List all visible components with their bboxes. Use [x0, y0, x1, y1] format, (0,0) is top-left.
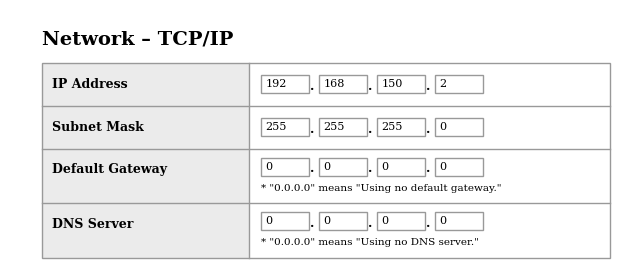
- Text: 150: 150: [381, 79, 402, 89]
- Text: .: .: [426, 162, 431, 175]
- Text: 0: 0: [381, 217, 389, 227]
- Text: 0: 0: [323, 217, 331, 227]
- Bar: [249, 106, 610, 149]
- Text: .: .: [368, 217, 372, 230]
- Text: .: .: [426, 217, 431, 230]
- Text: .: .: [311, 123, 315, 136]
- Bar: [319, 158, 368, 176]
- Bar: [378, 75, 426, 93]
- Text: 2: 2: [439, 79, 446, 89]
- Bar: [436, 75, 483, 93]
- Text: 0: 0: [381, 162, 389, 172]
- Text: 0: 0: [266, 162, 272, 172]
- Bar: [261, 158, 309, 176]
- Bar: [319, 212, 368, 230]
- Text: .: .: [426, 80, 431, 93]
- Text: .: .: [426, 123, 431, 136]
- Text: DNS Server: DNS Server: [52, 218, 133, 231]
- Text: 255: 255: [323, 122, 345, 132]
- Bar: [436, 118, 483, 136]
- Bar: [249, 203, 610, 258]
- Bar: [42, 203, 249, 258]
- Bar: [378, 118, 426, 136]
- Text: .: .: [311, 162, 315, 175]
- Text: 255: 255: [266, 122, 287, 132]
- Bar: [249, 63, 610, 106]
- Text: Subnet Mask: Subnet Mask: [52, 121, 144, 134]
- Text: * "0.0.0.0" means "Using no default gateway.": * "0.0.0.0" means "Using no default gate…: [261, 184, 502, 193]
- Text: 0: 0: [439, 217, 446, 227]
- Text: Network – TCP/IP: Network – TCP/IP: [42, 30, 233, 48]
- Text: 0: 0: [439, 162, 446, 172]
- Bar: [42, 63, 610, 258]
- Bar: [261, 75, 309, 93]
- Text: 0: 0: [439, 122, 446, 132]
- Text: 0: 0: [323, 162, 331, 172]
- Text: .: .: [368, 162, 372, 175]
- Text: .: .: [368, 123, 372, 136]
- Bar: [42, 63, 249, 106]
- Text: * "0.0.0.0" means "Using no DNS server.": * "0.0.0.0" means "Using no DNS server.": [261, 238, 479, 247]
- Text: 0: 0: [266, 217, 272, 227]
- Bar: [42, 149, 249, 203]
- Bar: [436, 212, 483, 230]
- Bar: [261, 212, 309, 230]
- Bar: [378, 158, 426, 176]
- Bar: [261, 118, 309, 136]
- Bar: [249, 149, 610, 203]
- Text: 168: 168: [323, 79, 345, 89]
- Bar: [42, 106, 249, 149]
- Text: .: .: [311, 80, 315, 93]
- Bar: [319, 75, 368, 93]
- Text: .: .: [311, 217, 315, 230]
- Text: Default Gateway: Default Gateway: [52, 163, 167, 176]
- Bar: [319, 118, 368, 136]
- Text: 192: 192: [266, 79, 287, 89]
- Text: 255: 255: [381, 122, 402, 132]
- Text: .: .: [368, 80, 372, 93]
- Bar: [436, 158, 483, 176]
- Bar: [378, 212, 426, 230]
- Text: IP Address: IP Address: [52, 78, 127, 91]
